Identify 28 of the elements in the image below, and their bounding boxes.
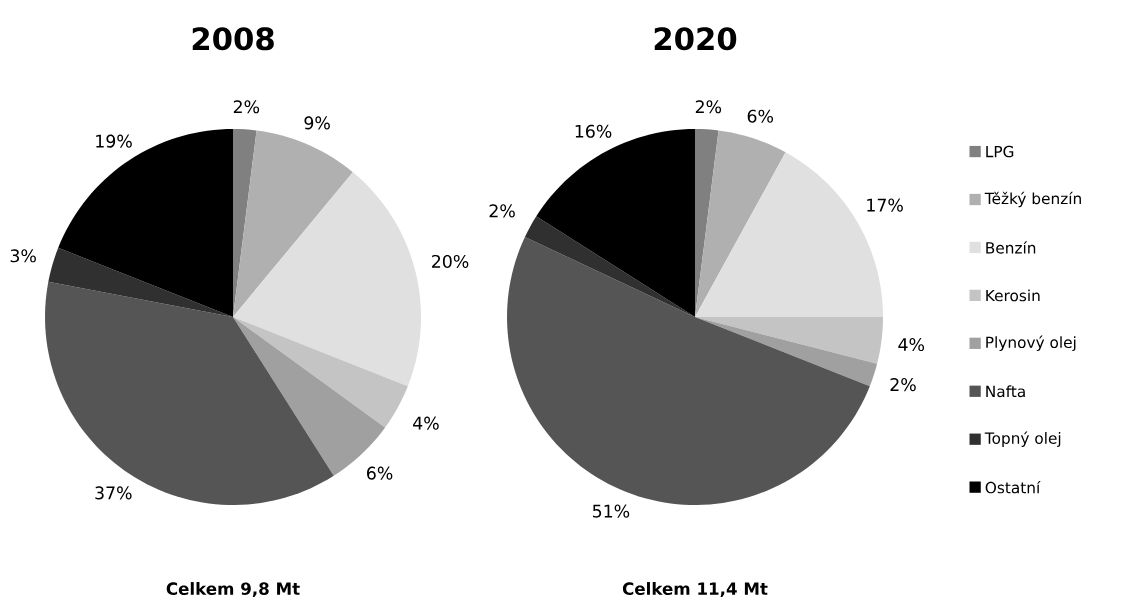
data-label: 2% — [233, 100, 260, 114]
data-label: 6% — [747, 109, 774, 123]
data-label: 17% — [867, 198, 903, 212]
data-label: 16% — [575, 124, 612, 138]
legend-label: Těžký benzín — [984, 191, 1081, 208]
chart-title: 2020 — [654, 27, 737, 51]
text: Celkem 11,4 Mt — [622, 582, 768, 598]
legend-label: Ostatní — [985, 480, 1041, 494]
data-label: 20% — [432, 254, 469, 268]
data-label: 37% — [95, 486, 132, 500]
data-label: 19% — [96, 134, 132, 148]
data-label: 2% — [890, 378, 916, 392]
data-label: 2% — [695, 100, 722, 114]
data-label: 2% — [489, 204, 515, 218]
data-label: 3% — [10, 249, 36, 263]
data-label: 4% — [413, 416, 439, 430]
legend-label: Topný olej — [984, 431, 1061, 447]
data-label: 51% — [592, 504, 630, 518]
legend-label: Kerosin — [986, 289, 1040, 302]
data-label: 9% — [304, 116, 330, 130]
legend-label: LPG — [986, 145, 1014, 158]
legend-label: Nafta — [986, 385, 1025, 398]
chart-title: 2008 — [192, 27, 274, 51]
legend-label: Benzín — [986, 241, 1036, 254]
data-label: 6% — [367, 466, 393, 480]
legend-label: Plynový olej — [986, 335, 1076, 352]
data-label: 4% — [898, 338, 925, 352]
text: Celkem 9,8 Mt — [166, 582, 300, 598]
